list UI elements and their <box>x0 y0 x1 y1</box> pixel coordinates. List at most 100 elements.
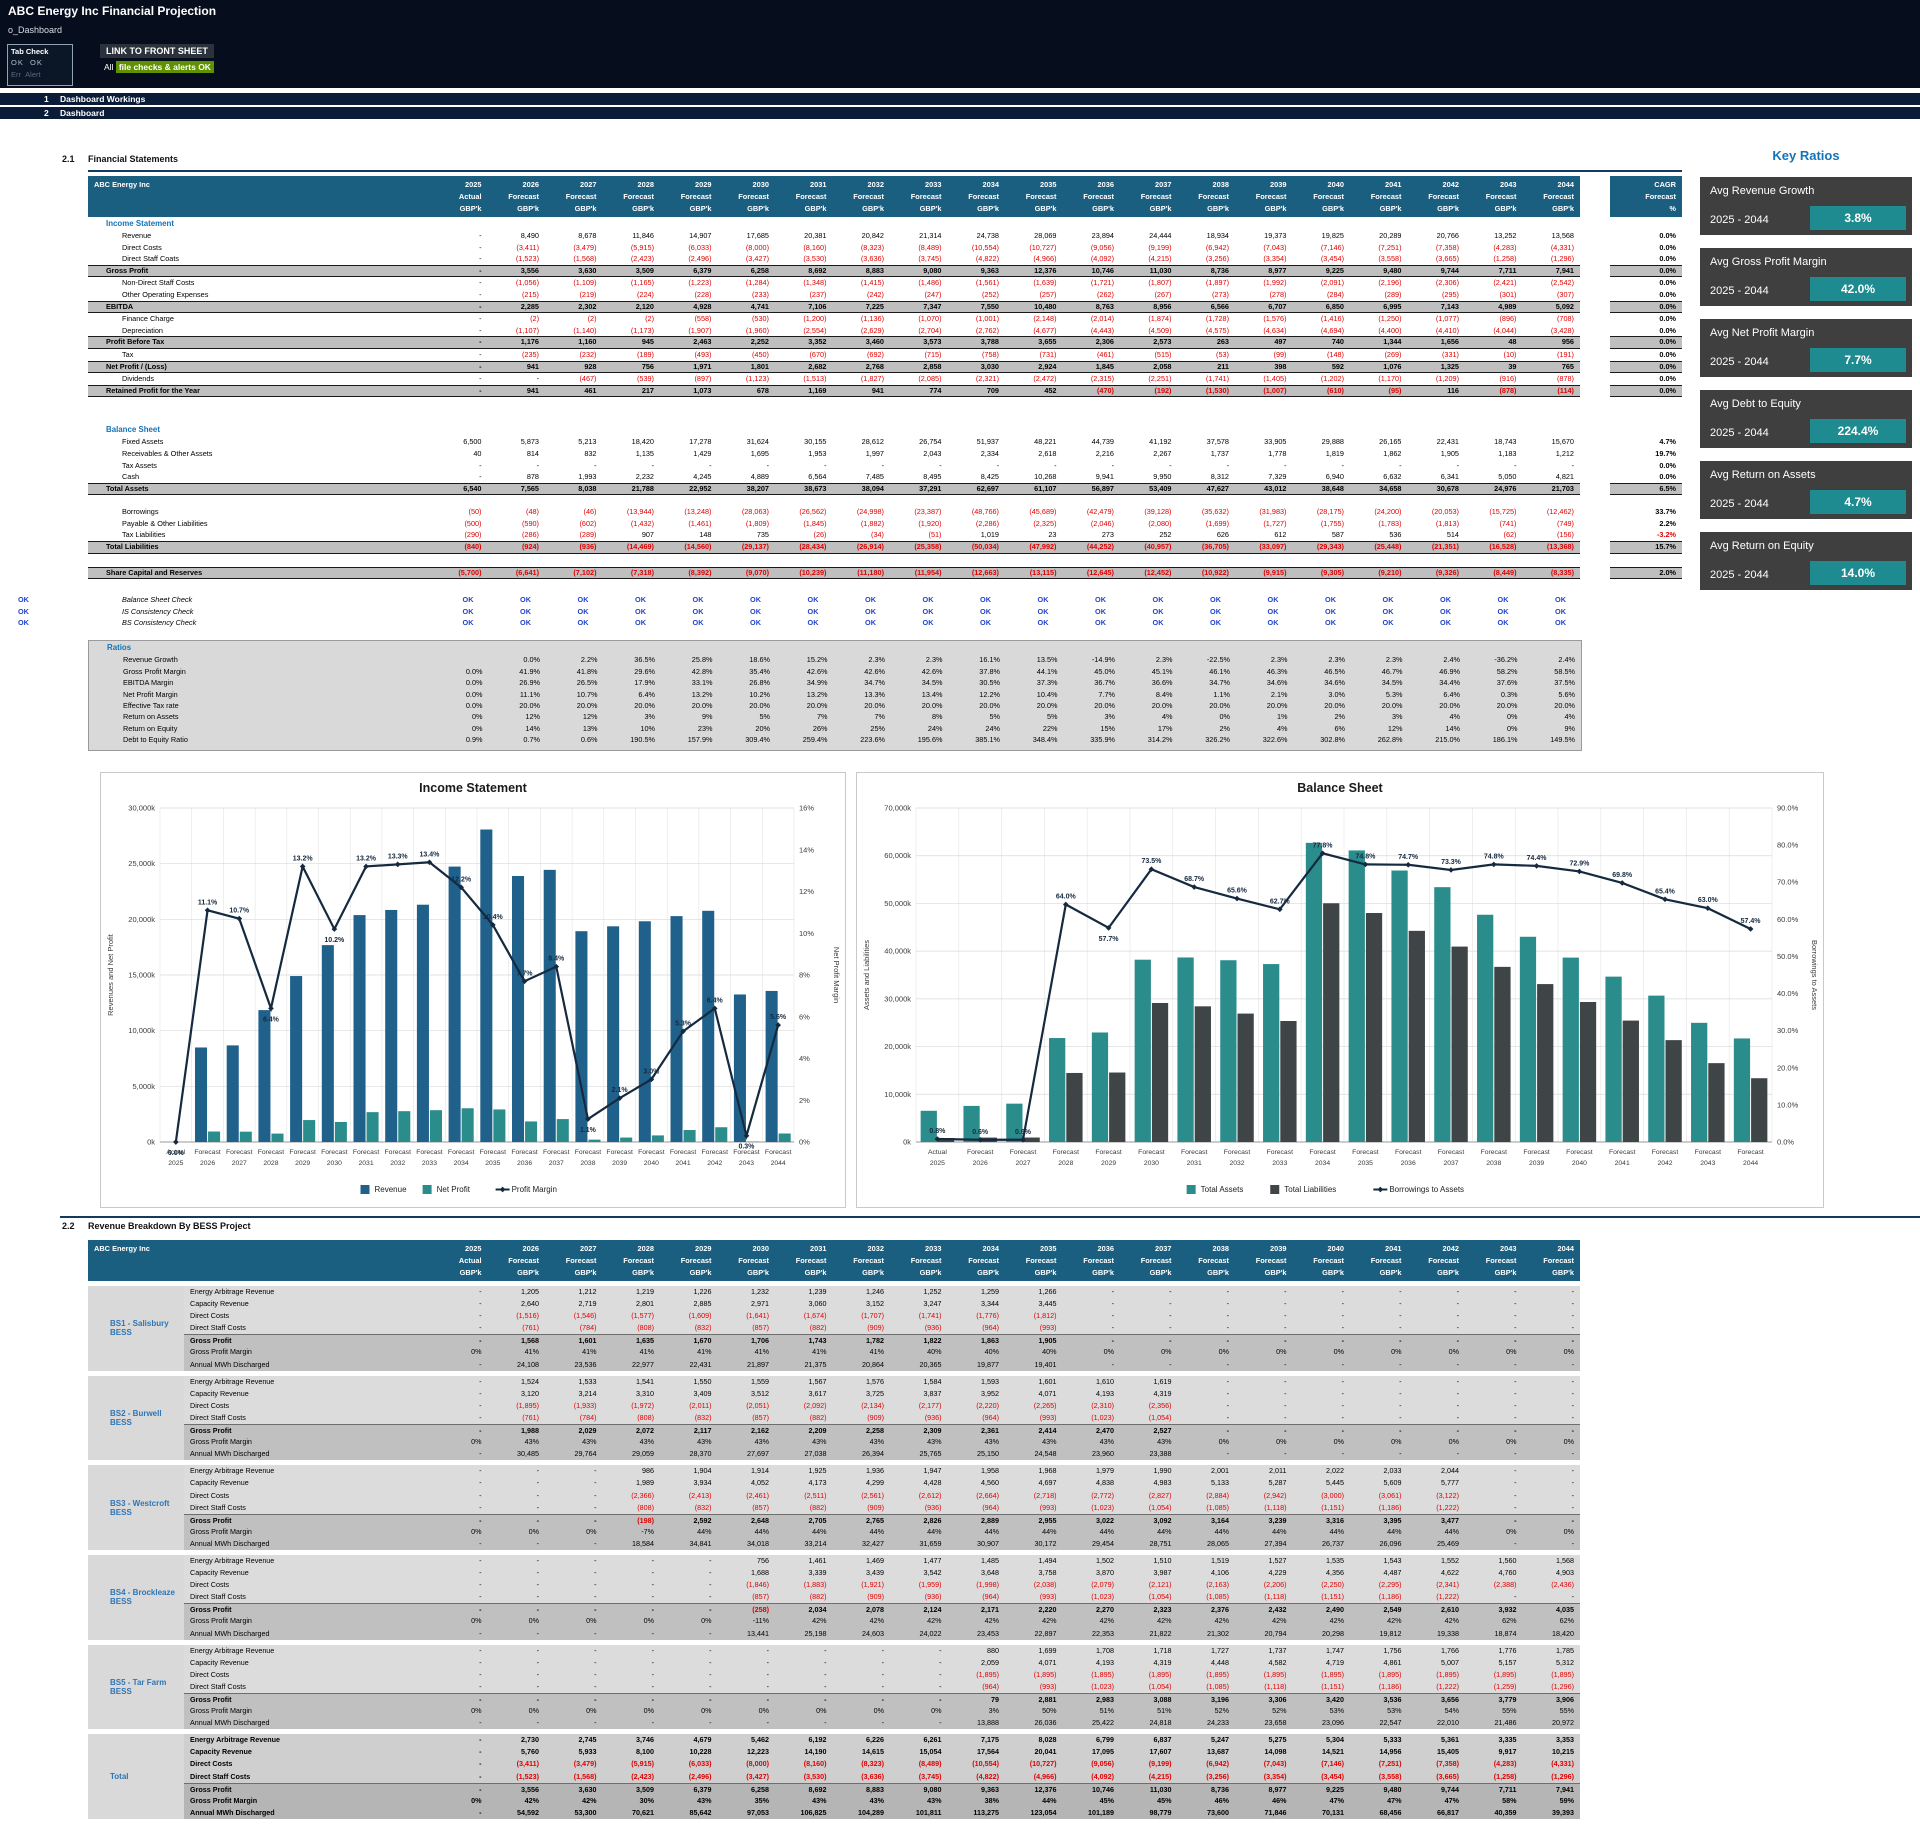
cell[interactable]: - <box>1177 1310 1235 1323</box>
cell[interactable]: - <box>1407 1375 1465 1388</box>
cell[interactable]: 17,278 <box>689 437 712 447</box>
cell[interactable]: 52% <box>1177 1705 1235 1718</box>
cell[interactable]: (1,222) <box>1407 1591 1465 1604</box>
cell[interactable]: (1,258) <box>1465 1770 1523 1783</box>
cell[interactable]: 29,888 <box>1321 437 1344 447</box>
check-ok[interactable]: OK <box>1440 606 1451 616</box>
check-ok[interactable]: OK <box>750 606 761 616</box>
cell[interactable]: 263 <box>1177 336 1235 349</box>
cell[interactable]: 3,932 <box>1465 1603 1523 1617</box>
cell[interactable]: 2,220 <box>1005 1603 1063 1617</box>
cell[interactable]: (539) <box>636 374 654 384</box>
cell[interactable]: (1,546) <box>545 1310 603 1323</box>
company-name[interactable]: ABC Energy Inc <box>88 176 430 217</box>
cell[interactable]: - <box>1177 1399 1235 1412</box>
cell[interactable]: 42% <box>1350 1615 1408 1628</box>
cell[interactable]: 5,092 <box>1522 300 1580 314</box>
cell[interactable]: 22,547 <box>1350 1717 1408 1730</box>
cell[interactable]: - <box>890 1693 948 1707</box>
cell[interactable]: 1,778 <box>1268 448 1287 458</box>
cell[interactable]: (47,992) <box>1005 541 1063 554</box>
cell[interactable]: (9,305) <box>1292 566 1350 580</box>
cell[interactable]: (7,043) <box>1263 242 1287 252</box>
cell[interactable]: 44% <box>1407 1525 1465 1538</box>
check-ok[interactable]: OK <box>520 606 531 616</box>
cell[interactable]: - <box>430 1656 488 1669</box>
cell[interactable]: (307) <box>1556 289 1574 299</box>
cell[interactable]: 41,192 <box>1149 437 1172 447</box>
cell[interactable]: (7,043) <box>1235 1758 1293 1771</box>
cell[interactable]: 40% <box>947 1346 1005 1359</box>
cell[interactable]: 40,359 <box>1465 1806 1523 1819</box>
project-name[interactable]: BS2 - Burwell BESS <box>88 1375 184 1461</box>
year-column-header[interactable]: 2042 Forecast GBP'k <box>1407 176 1465 217</box>
cell[interactable]: 38,673 <box>775 482 833 496</box>
cell[interactable]: 66,817 <box>1407 1806 1465 1819</box>
cell[interactable]: 1,232 <box>717 1286 775 1299</box>
cell[interactable]: - <box>660 1579 718 1592</box>
cell[interactable]: (500) <box>464 518 482 528</box>
project-name[interactable]: BS5 - Tar Farm BESS <box>88 1644 184 1730</box>
cell[interactable]: (5,700) <box>430 566 488 580</box>
check-ok[interactable]: OK <box>692 606 704 616</box>
check-ok[interactable]: OK <box>635 606 646 616</box>
cell[interactable]: (2,942) <box>1235 1489 1293 1502</box>
cell[interactable]: (9,199) <box>1148 242 1172 252</box>
cell[interactable]: - <box>430 1448 488 1461</box>
cell[interactable]: 3,906 <box>1522 1693 1580 1707</box>
cell[interactable]: 3,344 <box>947 1298 1005 1311</box>
cell[interactable]: 3,352 <box>775 336 833 349</box>
row-label[interactable]: Depreciation <box>122 325 163 335</box>
cell[interactable]: 2,120 <box>602 300 660 314</box>
cell[interactable]: - <box>890 1717 948 1730</box>
cell[interactable]: 2% <box>1334 712 1345 722</box>
cell[interactable]: 814 <box>526 448 539 458</box>
cell[interactable]: (1,846) <box>717 1579 775 1592</box>
cell[interactable]: - <box>1350 1399 1408 1412</box>
cell[interactable]: 5,213 <box>578 437 597 447</box>
cell[interactable]: (897) <box>694 374 712 384</box>
cell[interactable]: 46.7% <box>1381 666 1403 676</box>
cell[interactable]: (1,186) <box>1350 1501 1408 1514</box>
cell[interactable]: 1,567 <box>775 1375 833 1388</box>
cell[interactable]: - <box>890 1680 948 1693</box>
check-ok[interactable]: OK <box>1152 618 1164 628</box>
cell[interactable]: (1,727) <box>1263 518 1287 528</box>
cell[interactable]: 5,312 <box>1522 1656 1580 1669</box>
cell[interactable]: (1,173) <box>630 325 654 335</box>
cell[interactable]: 9,744 <box>1407 1782 1465 1796</box>
cell[interactable]: (808) <box>602 1411 660 1425</box>
cell[interactable]: - <box>660 1627 718 1640</box>
cell[interactable]: 5,777 <box>1407 1477 1465 1490</box>
cagr-cell[interactable]: 0.0% <box>1659 289 1676 299</box>
cell[interactable]: 43% <box>602 1436 660 1449</box>
year-column-header[interactable]: 2029 Forecast GBP'k <box>660 176 718 217</box>
cell[interactable]: (741) <box>1499 518 1517 528</box>
cell[interactable]: 43% <box>1120 1436 1178 1449</box>
check-ok[interactable]: OK <box>1555 595 1566 605</box>
cell[interactable]: 1,550 <box>660 1375 718 1388</box>
cell[interactable]: 7.7% <box>1098 689 1115 699</box>
cell[interactable]: 2,044 <box>1407 1465 1465 1478</box>
cell[interactable]: (2,321) <box>975 374 999 384</box>
cell[interactable]: - <box>479 314 482 324</box>
cell[interactable]: - <box>1465 1537 1523 1550</box>
cell[interactable]: (2,827) <box>1120 1489 1178 1502</box>
cell[interactable]: (964) <box>947 1322 1005 1335</box>
cell[interactable]: 1,527 <box>1235 1554 1293 1568</box>
cell[interactable]: 8,883 <box>832 1782 890 1796</box>
cell[interactable]: 1,212 <box>1555 448 1574 458</box>
cell[interactable]: (2,306) <box>1435 278 1459 288</box>
cell[interactable]: (784) <box>545 1411 603 1425</box>
cell[interactable]: (278) <box>1269 289 1287 299</box>
cell[interactable]: (936) <box>890 1411 948 1425</box>
cell[interactable]: 941 <box>487 384 545 398</box>
cell[interactable]: - <box>1522 1298 1580 1311</box>
cell[interactable]: (1,296) <box>1522 1680 1580 1693</box>
cell[interactable]: 945 <box>602 336 660 349</box>
cell[interactable]: - <box>717 1717 775 1730</box>
cell[interactable]: - <box>430 1387 488 1400</box>
cell[interactable]: (192) <box>1120 384 1178 398</box>
cell[interactable]: (2,664) <box>947 1489 1005 1502</box>
cell[interactable]: (1,023) <box>1062 1591 1120 1604</box>
